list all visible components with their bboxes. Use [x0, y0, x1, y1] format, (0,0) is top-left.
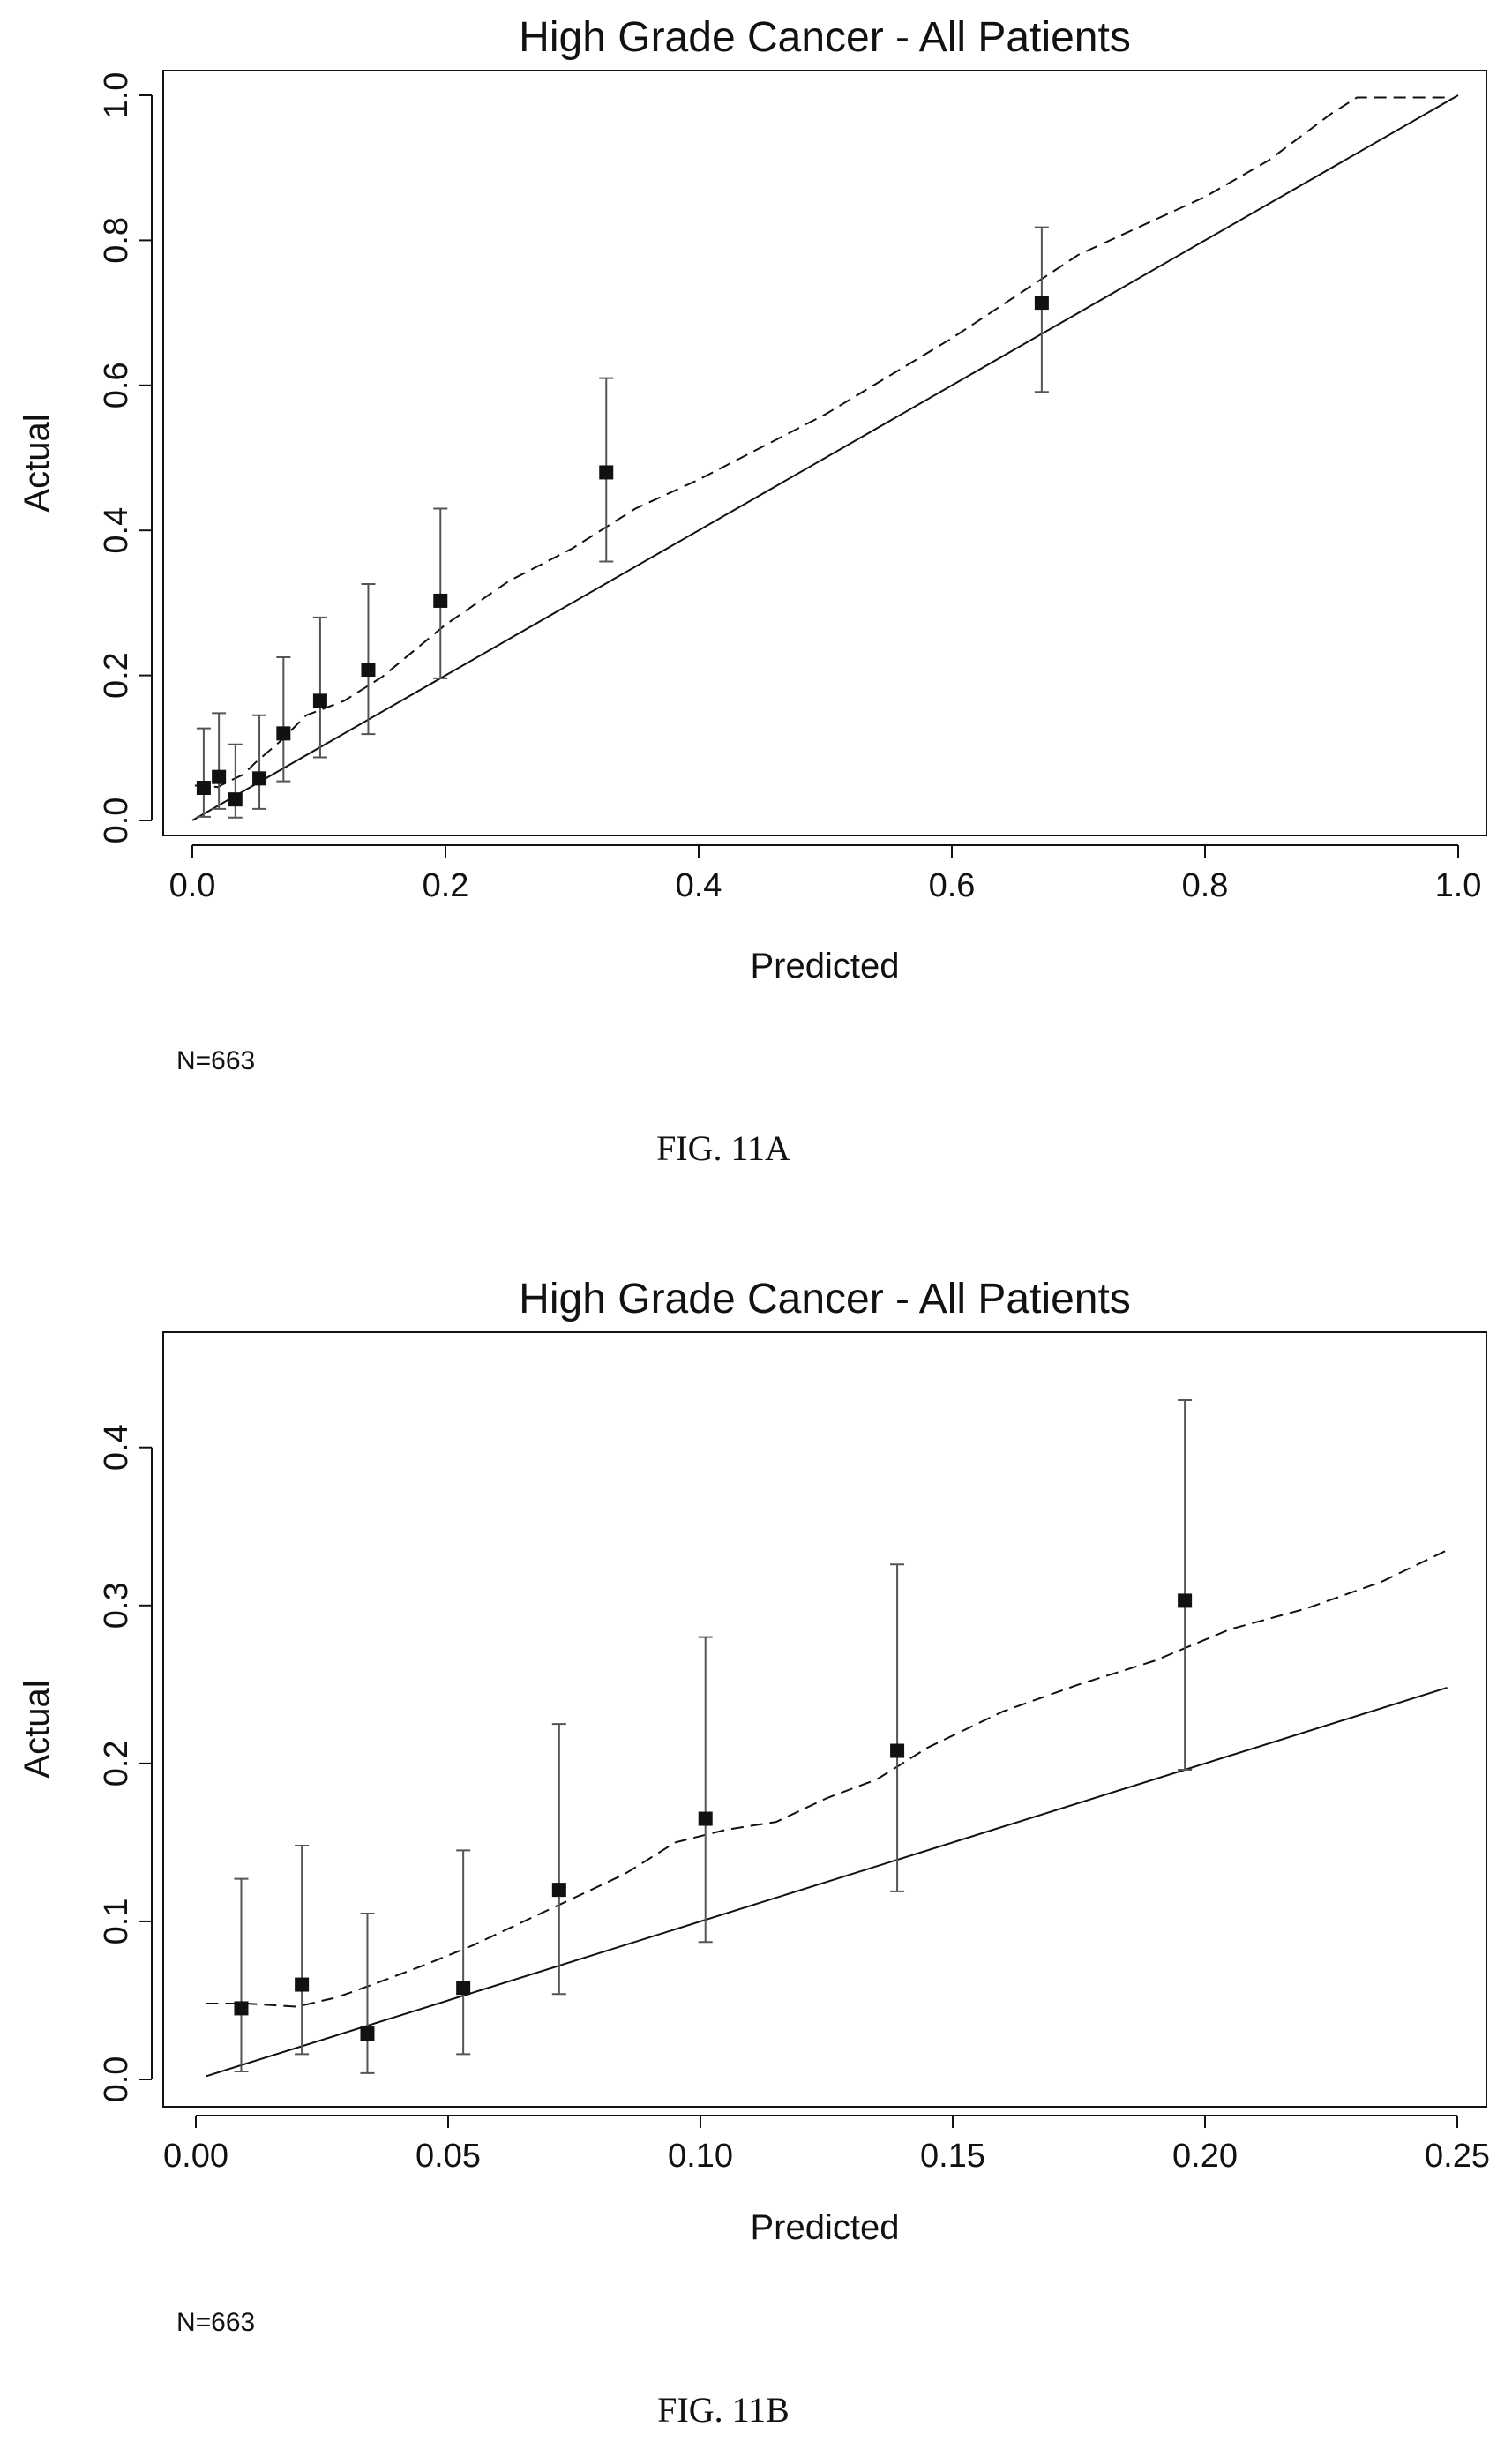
error-bar — [212, 712, 227, 810]
data-point — [1178, 1593, 1193, 1608]
data-point — [456, 1981, 471, 1996]
x-tick-label: 0.4 — [676, 867, 722, 904]
x-tick-label: 0.6 — [929, 867, 976, 904]
data-point — [890, 1743, 905, 1758]
error-bar — [252, 714, 267, 810]
chart-title: High Grade Cancer - All Patients — [519, 1276, 1131, 1322]
x-axis-label: Predicted — [751, 947, 900, 985]
smoothed-curve — [206, 1549, 1448, 2008]
y-axis-label: Actual — [18, 414, 56, 512]
data-points — [196, 226, 1049, 819]
x-axis: 0.00 0.05 0.10 0.15 0.20 0.25 — [163, 2115, 1490, 2175]
figure-caption: FIG. 11A — [656, 1128, 790, 1168]
x-tick-label: 0.05 — [415, 2138, 481, 2175]
error-bar — [551, 1723, 566, 1996]
error-bar — [234, 1877, 249, 2073]
y-tick-label: 0.4 — [98, 1424, 135, 1471]
figure-caption: FIG. 11B — [657, 2390, 790, 2430]
x-tick-label: 0.15 — [920, 2138, 985, 2175]
y-tick-label: 0.4 — [98, 507, 135, 554]
data-point — [234, 2001, 249, 2016]
error-bar — [228, 743, 243, 819]
data-point — [228, 792, 243, 807]
data-point — [551, 1883, 566, 1898]
y-axis: 0.0 0.1 0.2 0.3 0.4 — [98, 1424, 153, 2103]
data-points — [234, 1399, 1193, 2074]
error-bar — [276, 656, 291, 783]
y-tick-label: 0.0 — [98, 2056, 135, 2103]
chart-11a: High Grade Cancer - All Patients 0.0 0.2 0… — [18, 14, 1487, 1168]
data-point — [433, 593, 448, 608]
y-tick-label: 0.3 — [98, 1582, 135, 1629]
y-axis-label: Actual — [18, 1680, 56, 1778]
x-tick-label: 1.0 — [1435, 867, 1482, 904]
sample-size-note: N=663 — [176, 2308, 255, 2337]
y-tick-label: 0.1 — [98, 1899, 135, 1945]
chart-11b: High Grade Cancer - All Patients 0.00 0.0… — [18, 1276, 1490, 2430]
plot-frame — [162, 70, 1487, 836]
plot-frame — [162, 1331, 1487, 2108]
x-tick-label: 0.20 — [1172, 2138, 1238, 2175]
smoothed-curve — [194, 96, 1446, 789]
y-axis: 0.0 0.2 0.4 0.6 0.8 1.0 — [98, 72, 153, 844]
data-point — [252, 771, 267, 786]
error-bar — [196, 727, 211, 818]
error-bar — [1178, 1399, 1193, 1772]
error-bar — [890, 1563, 905, 1892]
data-point — [196, 781, 211, 796]
error-bar — [361, 583, 376, 736]
error-bar — [295, 1844, 310, 2056]
x-axis: 0.0 0.2 0.4 0.6 0.8 1.0 — [169, 844, 1482, 904]
error-bar — [312, 616, 327, 759]
error-bar — [456, 1849, 471, 2056]
y-tick-label: 0.0 — [98, 798, 135, 844]
x-tick-label: 0.0 — [169, 867, 216, 904]
y-tick-label: 1.0 — [98, 72, 135, 119]
y-tick-label: 0.6 — [98, 362, 135, 408]
sample-size-note: N=663 — [176, 1046, 255, 1075]
error-bar — [698, 1636, 713, 1944]
data-point — [361, 663, 376, 678]
error-bar — [360, 1912, 375, 2074]
x-axis-label: Predicted — [751, 2208, 900, 2247]
data-point — [1034, 296, 1049, 311]
data-point — [276, 726, 291, 741]
error-bar — [433, 507, 448, 679]
data-point — [295, 1977, 310, 1992]
y-tick-label: 0.8 — [98, 217, 135, 264]
y-tick-label: 0.2 — [98, 1740, 135, 1787]
y-tick-label: 0.2 — [98, 652, 135, 699]
data-point — [698, 1811, 713, 1826]
data-point — [599, 465, 614, 480]
reference-line — [191, 94, 1459, 821]
chart-title: High Grade Cancer - All Patients — [519, 14, 1131, 61]
x-tick-label: 0.8 — [1182, 867, 1229, 904]
reference-line — [206, 1686, 1448, 2078]
x-tick-label: 0.00 — [163, 2138, 228, 2175]
x-tick-label: 0.2 — [423, 867, 469, 904]
x-tick-label: 0.25 — [1425, 2138, 1490, 2175]
data-point — [312, 693, 327, 708]
data-point — [212, 769, 227, 784]
data-point — [360, 2026, 375, 2041]
x-tick-label: 0.10 — [668, 2138, 733, 2175]
